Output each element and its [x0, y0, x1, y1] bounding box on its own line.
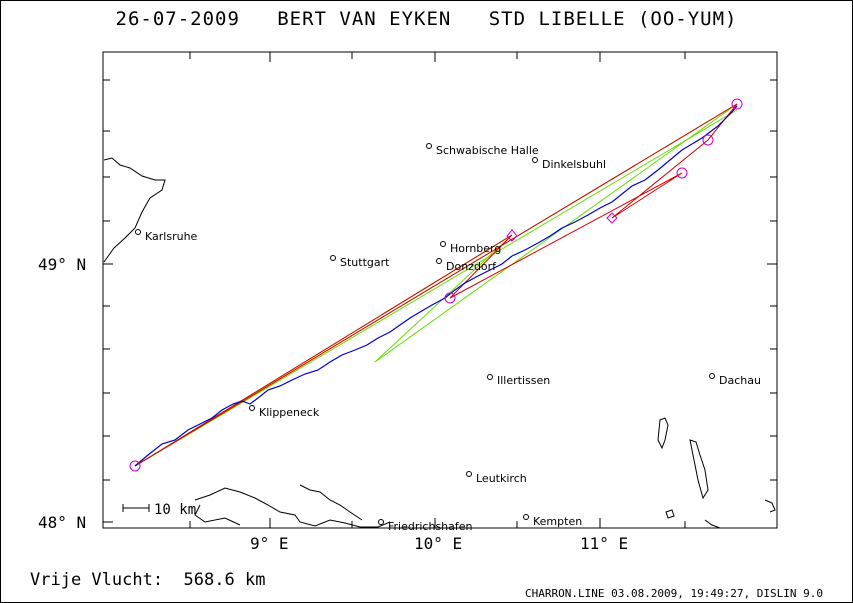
top-ticks	[189, 52, 686, 62]
lake-east-3	[665, 509, 675, 519]
city-label: Klippeneck	[259, 406, 320, 419]
scale-bar	[122, 504, 150, 512]
turnpoints	[129, 98, 743, 472]
city-marker-icon	[523, 514, 529, 520]
turnpoint-diamond-icon	[506, 229, 518, 242]
hills-outline	[299, 484, 363, 521]
scale-bar-label: 10 km	[154, 502, 196, 518]
city-label: Donzdorf	[446, 260, 497, 273]
finish-turnpoint-icon	[731, 98, 743, 110]
city-label: Schwabische Halle	[436, 144, 539, 157]
lake-constance-outline	[194, 487, 391, 528]
task-lines	[134, 103, 738, 467]
city-label: Hornberg	[450, 242, 501, 255]
lat-label-49: 49° N	[38, 255, 86, 274]
city-marker-icon	[135, 229, 141, 235]
lake-east-2	[689, 439, 709, 500]
turnpoint-icon	[444, 292, 456, 304]
city-marker-icon	[436, 258, 442, 264]
city-label: Kempten	[533, 515, 582, 528]
pilot-name: BERT VAN EYKEN	[277, 8, 452, 30]
border-south-outline	[194, 504, 241, 526]
city-label: Karlsruhe	[145, 230, 198, 243]
river-east-outline	[764, 499, 776, 513]
left-ticks	[103, 79, 113, 523]
city-marker-icon	[709, 373, 715, 379]
lon-label-11: 11° E	[580, 534, 628, 553]
flight-title: 26-07-2009 BERT VAN EYKEN STD LIBELLE (O…	[0, 8, 853, 30]
city-marker-icon	[440, 241, 446, 247]
city-marker-icon	[532, 157, 538, 163]
border-sw-outline	[704, 519, 721, 529]
city-markers	[135, 143, 715, 525]
city-label: Illertissen	[497, 374, 550, 387]
city-marker-icon	[466, 471, 472, 477]
lake-east-1	[657, 417, 669, 450]
glider-name: STD LIBELLE (OO-YUM)	[488, 8, 738, 30]
city-marker-icon	[378, 519, 384, 525]
credit-line: CHARRON.LINE 03.08.2009, 19:49:27, DISLI…	[524, 587, 823, 600]
lon-label-10: 10° E	[414, 534, 462, 553]
lon-label-9: 9° E	[250, 534, 289, 553]
distance-summary: Vrije Vlucht: 568.6 km	[30, 570, 265, 590]
geography	[103, 157, 776, 529]
city-marker-icon	[330, 255, 336, 261]
distance-value: 568.6 km	[183, 570, 266, 590]
city-label: Leutkirch	[476, 472, 527, 485]
city-label: Dinkelsbuhl	[542, 158, 606, 171]
turnpoint-icon	[676, 167, 688, 179]
city-marker-icon	[249, 405, 255, 411]
start-turnpoint-icon	[129, 460, 141, 472]
flight-date: 26-07-2009	[115, 8, 240, 30]
city-label: Friedrichshafen	[388, 520, 473, 533]
city-label: Stuttgart	[340, 256, 390, 269]
lat-label-48: 48° N	[38, 513, 86, 532]
turnpoint-diamond-icon	[606, 212, 618, 224]
distance-label: Vrije Vlucht:	[30, 570, 164, 590]
city-marker-icon	[487, 374, 493, 380]
plot-area	[102, 51, 778, 529]
right-ticks	[767, 79, 777, 481]
city-marker-icon	[426, 143, 432, 149]
city-label: Dachau	[719, 374, 761, 387]
turnpoint-icon	[702, 134, 714, 146]
rhine-border-line	[103, 157, 166, 263]
